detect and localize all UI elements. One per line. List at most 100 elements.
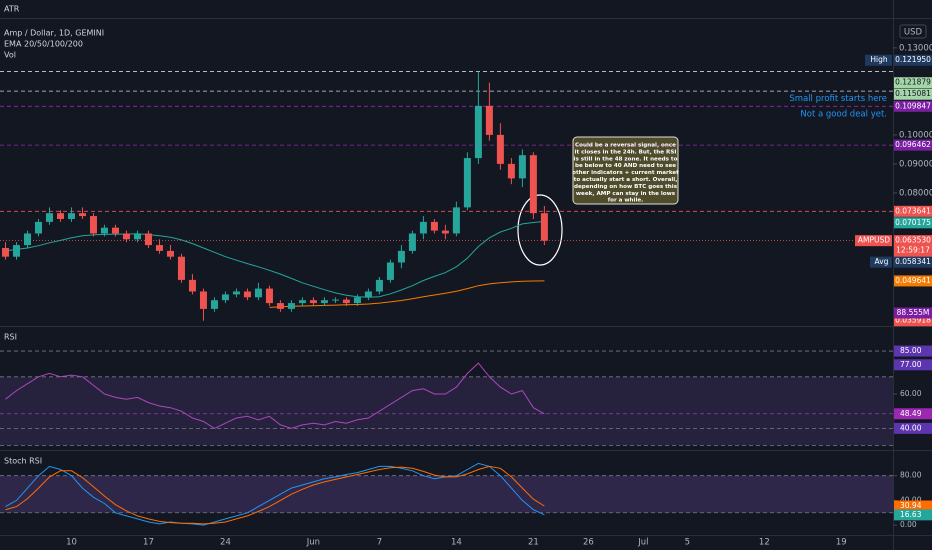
candle-body xyxy=(265,288,273,304)
x-tick-label: 21 xyxy=(528,538,539,548)
candle-body xyxy=(375,279,383,292)
price-tag-name-box xyxy=(855,235,892,247)
x-tick-label: 10 xyxy=(66,538,77,548)
currency-box[interactable] xyxy=(899,24,927,39)
candle-body xyxy=(364,291,372,298)
candle-body xyxy=(133,233,141,240)
candle-body xyxy=(386,262,394,280)
rsi-tag-label: 48.49 xyxy=(900,409,922,418)
candle-body xyxy=(177,256,185,280)
rsi-line xyxy=(5,362,545,429)
x-tick-label: 19 xyxy=(836,538,847,548)
price-tag xyxy=(894,139,932,151)
volume-tag-label: 88.555M xyxy=(897,308,930,317)
candle-body xyxy=(309,300,317,304)
candle-body xyxy=(210,300,218,309)
x-tick-label: 17 xyxy=(143,538,154,548)
x-tick-label: 5 xyxy=(685,538,690,548)
stoch-d-line xyxy=(5,465,545,525)
rsi-band xyxy=(0,376,893,446)
rsi-tick-box xyxy=(894,422,932,434)
candle-body xyxy=(331,299,339,301)
annotation: Not a good deal yet. xyxy=(800,109,887,119)
pane-label: ATR xyxy=(4,5,20,14)
candle-body xyxy=(78,213,86,217)
callout-box xyxy=(572,136,679,205)
x-tick-label: 24 xyxy=(220,538,231,548)
x-tick-label: Jul xyxy=(637,538,648,548)
candle-body xyxy=(166,250,174,257)
candle-body xyxy=(199,291,207,309)
candle-body xyxy=(320,300,328,304)
candle-body xyxy=(221,294,229,301)
chart-title: Amp / Dollar, 1D, GEMINI xyxy=(4,29,104,38)
price-tag xyxy=(894,88,932,100)
candle-body xyxy=(34,221,42,234)
highlight-ellipse xyxy=(517,194,563,266)
countdown: 12:59:17 xyxy=(896,246,930,255)
candle-body xyxy=(243,291,251,298)
rsi-tick-label: 85.00 xyxy=(900,346,922,355)
indicator-label: EMA 20/50/100/200 xyxy=(4,40,83,49)
price-tag xyxy=(894,54,932,66)
candle-body xyxy=(540,213,548,241)
x-tick-label: 7 xyxy=(377,538,382,548)
candle-body xyxy=(463,158,471,208)
price-tag-label: 0.058341 xyxy=(895,257,931,266)
candle-body xyxy=(100,227,108,234)
price-tag xyxy=(894,205,932,217)
price-tag xyxy=(894,77,932,89)
y-tick-label: 0.080000 xyxy=(899,188,932,198)
candle-body xyxy=(232,291,240,295)
candle-body xyxy=(89,216,97,234)
callout-text: is still in the 48 zone. It needs to xyxy=(574,156,678,162)
candle-body xyxy=(298,300,306,304)
price-tag-label: 0.121950 xyxy=(895,55,931,64)
candle-body xyxy=(188,279,196,292)
callout-text: depending on how BTC goes this xyxy=(574,184,678,190)
price-tag xyxy=(894,275,932,287)
candle-body xyxy=(353,297,361,304)
price-tag xyxy=(894,256,932,268)
candle-body xyxy=(507,163,515,179)
candle-body xyxy=(1,247,9,257)
rsi-tick-label: 77.00 xyxy=(900,360,922,369)
price-tag-label: 0.035918 xyxy=(895,316,931,325)
callout-text: be below to 40 AND need to see xyxy=(575,163,676,169)
candle-body xyxy=(529,155,537,214)
pane-label: Stoch RSI xyxy=(4,457,42,466)
callout-text: for a while. xyxy=(608,198,644,204)
callout-text: Could be a reversal signal, once xyxy=(575,143,676,149)
price-tag-name: High xyxy=(870,55,887,64)
stoch-k-line xyxy=(5,462,545,526)
price-tag-label: 0.049641 xyxy=(895,276,931,285)
stoch-tick-label: 0.00 xyxy=(900,520,917,529)
volume-label: Vol xyxy=(4,51,16,60)
candle-body xyxy=(67,213,75,219)
stoch-tag xyxy=(894,500,932,512)
rsi-tick-label: 60.00 xyxy=(900,389,922,398)
candle-body xyxy=(430,221,438,231)
price-tag-label: 0.115081 xyxy=(895,89,931,98)
price-tag-label: 0.070175 xyxy=(895,218,931,227)
candle-body xyxy=(23,233,31,246)
annotation: Small profit starts here xyxy=(789,94,887,104)
pane-label: RSI xyxy=(4,333,17,342)
price-tag xyxy=(894,315,932,327)
price-tag xyxy=(894,217,932,229)
stoch-tag xyxy=(894,509,932,521)
candle-body xyxy=(144,233,152,246)
candle-body xyxy=(441,230,449,234)
currency[interactable]: USD xyxy=(904,28,923,38)
x-tick-label: 12 xyxy=(759,538,770,548)
price-tag-label: 0.121879 xyxy=(895,78,931,87)
stoch-tag-label: 30.94 xyxy=(900,501,922,510)
price-tag-name-box xyxy=(865,54,892,66)
price-tag-name-box xyxy=(870,256,892,268)
x-tick-label: Jun xyxy=(306,538,320,548)
x-tick-label: 26 xyxy=(583,538,594,548)
callout-text: week, AMP can stay in the lows xyxy=(576,191,676,197)
